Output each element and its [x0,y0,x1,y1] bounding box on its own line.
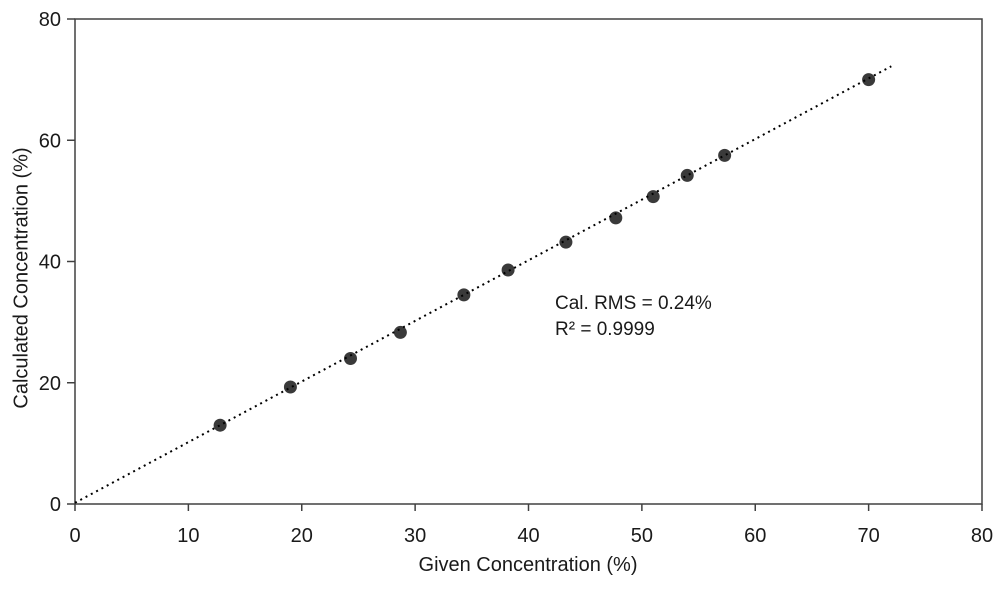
y-axis-title: Calculated Concentration (%) [10,147,33,409]
x-tick-label: 20 [291,525,313,547]
annotation-block: Cal. RMS = 0.24% R² = 0.9999 [555,291,712,343]
data-point [559,235,573,249]
x-tick-label: 40 [517,525,539,547]
x-tick-label: 0 [69,525,80,547]
trendline [74,65,892,504]
data-point [646,190,660,204]
data-point [457,288,471,302]
x-tick-label: 30 [404,525,426,547]
x-tick-label: 10 [177,525,199,547]
data-point [862,73,876,87]
annotation-r-squared: R² = 0.9999 [555,319,655,340]
y-tick-label: 20 [39,373,61,395]
data-point [718,148,732,162]
data-point [501,263,515,277]
data-point [393,325,407,339]
x-axis-title: Given Concentration (%) [418,554,638,576]
x-tick-label: 80 [971,525,993,547]
plot-border [74,18,983,505]
data-point [344,352,358,365]
data-point [680,168,694,182]
y-tick-label: 80 [39,9,61,31]
y-tick-label: 40 [39,252,61,274]
y-tick-label: 60 [39,130,61,152]
y-tick-label: 0 [50,494,61,516]
data-point [213,418,227,432]
data-point [609,211,623,225]
data-point [283,380,297,394]
x-tick-label: 70 [858,525,880,547]
x-tick-label: 60 [744,525,766,547]
annotation-rms: Cal. RMS = 0.24% [555,293,712,314]
x-tick-label: 50 [631,525,653,547]
